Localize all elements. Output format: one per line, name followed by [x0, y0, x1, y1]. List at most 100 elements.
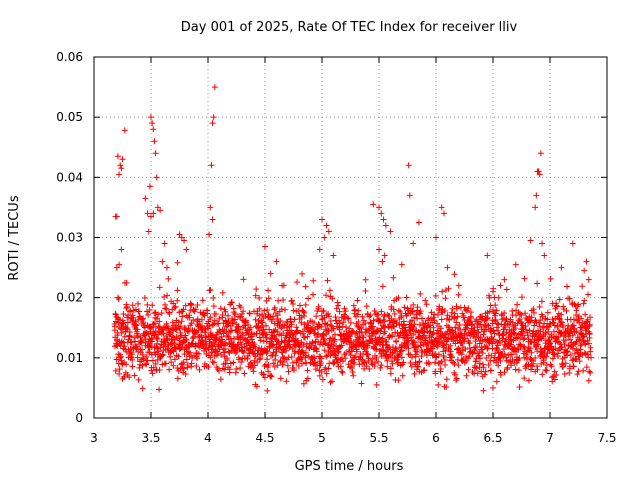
- data-point: [371, 308, 378, 315]
- data-point: [434, 311, 441, 318]
- data-point: [511, 330, 518, 337]
- y-tick-label: 0: [75, 411, 83, 425]
- data-point: [543, 353, 550, 360]
- y-tick-label: 0.01: [56, 351, 83, 365]
- data-point: [225, 312, 232, 319]
- data-point: [123, 279, 130, 286]
- data-point: [251, 362, 258, 369]
- data-point: [323, 370, 330, 377]
- data-point: [301, 309, 308, 316]
- data-point: [314, 325, 321, 332]
- data-point: [269, 352, 276, 359]
- data-point: [528, 314, 535, 321]
- data-point: [481, 371, 488, 378]
- data-point: [435, 351, 442, 358]
- data-point: [129, 312, 136, 319]
- data-point: [128, 351, 135, 358]
- data-point: [497, 358, 504, 365]
- data-point: [424, 352, 431, 359]
- data-point: [564, 283, 571, 290]
- data-point: [503, 316, 510, 323]
- data-point: [114, 153, 121, 160]
- data-point: [334, 299, 341, 306]
- data-point: [159, 352, 166, 359]
- data-point: [484, 252, 491, 259]
- data-point: [493, 307, 500, 314]
- data-point: [484, 322, 491, 329]
- data-point: [548, 331, 555, 338]
- data-point: [391, 310, 398, 317]
- data-point: [575, 368, 582, 375]
- data-point: [123, 361, 130, 368]
- data-point: [340, 319, 347, 326]
- data-point: [354, 322, 361, 329]
- data-point: [133, 322, 140, 329]
- data-point: [585, 276, 592, 283]
- data-point: [536, 323, 543, 330]
- data-point: [180, 306, 187, 313]
- data-point: [290, 300, 297, 307]
- data-point: [170, 348, 177, 355]
- data-point: [453, 334, 460, 341]
- data-point: [588, 354, 595, 361]
- data-point: [558, 264, 565, 271]
- data-point: [268, 373, 275, 380]
- data-point: [192, 306, 199, 313]
- data-points: [111, 84, 595, 394]
- data-point: [437, 325, 444, 332]
- data-point: [436, 303, 443, 310]
- data-point: [451, 310, 458, 317]
- data-point: [275, 297, 282, 304]
- data-point: [484, 345, 491, 352]
- data-point: [569, 240, 576, 247]
- data-point: [353, 348, 360, 355]
- data-point: [209, 216, 216, 223]
- data-point: [373, 355, 380, 362]
- data-point: [116, 171, 123, 178]
- data-point: [230, 359, 237, 366]
- data-point: [150, 210, 157, 217]
- data-point: [175, 319, 182, 326]
- data-point: [316, 372, 323, 379]
- data-point: [500, 346, 507, 353]
- data-point: [446, 316, 453, 323]
- data-point: [163, 333, 170, 340]
- data-point: [586, 330, 593, 337]
- data-point: [267, 270, 274, 277]
- data-point: [570, 322, 577, 329]
- data-point: [527, 237, 534, 244]
- data-point: [264, 356, 271, 363]
- data-point: [371, 360, 378, 367]
- data-point: [522, 310, 529, 317]
- data-point: [466, 340, 473, 347]
- data-point: [135, 308, 142, 315]
- data-point: [403, 331, 410, 338]
- data-point: [151, 138, 158, 145]
- data-point: [139, 385, 146, 392]
- data-point: [503, 329, 510, 336]
- data-point: [283, 378, 290, 385]
- data-point: [359, 313, 366, 320]
- data-point: [451, 360, 458, 367]
- data-point: [503, 286, 510, 293]
- y-tick-label: 0.03: [56, 231, 83, 245]
- data-point: [560, 303, 567, 310]
- data-point: [289, 359, 296, 366]
- data-point: [144, 210, 151, 217]
- data-point: [218, 341, 225, 348]
- data-point: [258, 345, 265, 352]
- data-point: [325, 365, 332, 372]
- data-point: [319, 216, 325, 223]
- data-point: [206, 336, 213, 343]
- data-point: [325, 348, 332, 355]
- data-point: [138, 337, 145, 344]
- data-point: [338, 368, 345, 375]
- data-point: [349, 327, 356, 334]
- data-point: [116, 366, 123, 373]
- data-point: [214, 350, 221, 357]
- data-point: [409, 308, 416, 315]
- data-point: [312, 366, 319, 373]
- data-point: [551, 368, 558, 375]
- data-point: [134, 326, 141, 333]
- data-point: [156, 284, 163, 291]
